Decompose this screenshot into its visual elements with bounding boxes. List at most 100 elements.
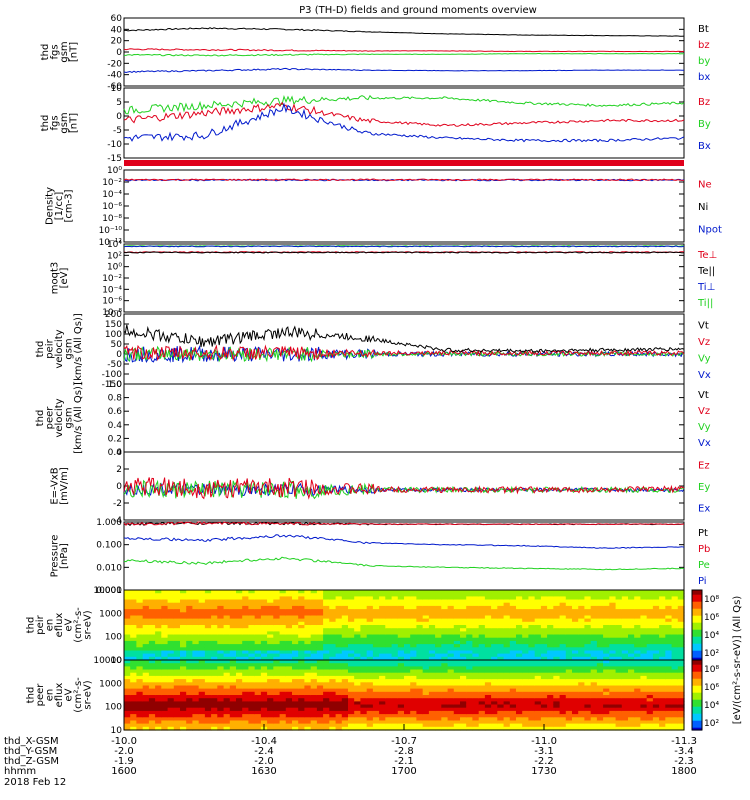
spec-cell [279, 656, 287, 661]
spec-cell [292, 717, 299, 722]
spec-cell [348, 723, 355, 728]
spec-cell [484, 640, 492, 645]
spec-cell [167, 628, 175, 632]
spec-cell [528, 723, 536, 728]
x-tick-label: -11.0 [531, 736, 557, 747]
spec-cell [453, 596, 461, 601]
spec-cell [136, 590, 144, 594]
spec-cell [466, 637, 473, 642]
spec-cell [379, 609, 386, 613]
spec-cell [192, 688, 200, 693]
spec-cell [360, 682, 368, 687]
spec-cell [366, 605, 374, 610]
spec-cell [453, 644, 461, 648]
spec-cell [173, 698, 181, 702]
spec-cell [192, 599, 200, 604]
spec-cell [447, 707, 455, 712]
spec-cell [659, 675, 666, 680]
spec-cell [329, 679, 337, 683]
spec-cell [273, 618, 281, 623]
spec-cell [559, 695, 567, 699]
spec-cell [615, 698, 623, 702]
spec-cell [130, 698, 137, 702]
spec-cell [516, 644, 523, 648]
spec-cell [161, 599, 169, 604]
spec-cell [130, 634, 137, 639]
spec-cell [659, 688, 666, 693]
spec-cell [267, 698, 274, 702]
spec-cell [441, 612, 449, 617]
spec-cell [584, 698, 592, 702]
spec-cell [435, 682, 442, 687]
spec-cell [329, 602, 337, 607]
spec-cell [596, 660, 604, 664]
spec-cell [335, 663, 343, 667]
spec-cell [534, 618, 542, 623]
spec-cell [385, 650, 393, 655]
spec-cell [360, 672, 368, 677]
y-tick-label: 10⁻² [102, 274, 122, 284]
spec-cell [260, 672, 268, 677]
spec-cell [646, 717, 654, 722]
spec-cell [130, 637, 137, 642]
spec-cell [379, 634, 386, 639]
spec-cell [677, 625, 685, 629]
spec-cell [211, 717, 218, 722]
spec-cell [640, 710, 648, 715]
spec-cell [229, 707, 237, 712]
spec-cell [242, 593, 249, 597]
spec-cell [540, 701, 548, 706]
spec-cell [472, 723, 480, 728]
spec-cell [516, 631, 523, 636]
spec-cell [366, 637, 374, 642]
spec-cell [136, 602, 144, 607]
spec-cell [260, 634, 268, 639]
spec-cell [310, 644, 318, 648]
spec-cell [329, 612, 337, 617]
spec-cell [603, 682, 610, 687]
spec-cell [366, 640, 374, 645]
spec-cell [652, 660, 660, 664]
spec-cell [223, 602, 231, 607]
spec-cell [385, 691, 393, 696]
spec-cell [273, 602, 281, 607]
spec-cell [615, 631, 623, 636]
spec-cell [416, 650, 424, 655]
spec-cell [528, 660, 536, 664]
spec-cell [553, 717, 561, 722]
spec-cell [628, 618, 635, 623]
spec-cell [472, 637, 480, 642]
spec-cell [634, 628, 641, 632]
spec-cell [584, 644, 592, 648]
spec-cell [472, 631, 480, 636]
spec-cell [553, 596, 561, 601]
spec-cell [609, 698, 617, 702]
spec-cell [659, 650, 666, 655]
spec-cell [316, 609, 324, 613]
spec-cell [671, 669, 679, 674]
spec-cell [148, 707, 156, 712]
spec-cell [460, 625, 467, 629]
spec-cell [578, 675, 585, 680]
spec-cell [615, 640, 623, 645]
spec-cell [236, 695, 243, 699]
spec-cell [217, 669, 225, 674]
series-Tepar [123, 251, 685, 254]
spec-cell [634, 675, 641, 680]
spec-cell [148, 618, 156, 623]
spec-cell [472, 602, 480, 607]
spec-cell [198, 650, 206, 655]
spec-cell [335, 590, 343, 594]
spec-cell [522, 669, 529, 674]
spec-cell [466, 609, 473, 613]
spec-cell [553, 691, 561, 696]
spec-cell [596, 593, 604, 597]
spec-cell [596, 675, 604, 680]
spec-cell [416, 644, 424, 648]
spec-cell [522, 695, 529, 699]
spec-cell [148, 625, 156, 629]
spec-cell [578, 717, 585, 722]
spec-cell [522, 672, 529, 677]
spec-cell [466, 723, 473, 728]
spec-cell [285, 707, 293, 712]
